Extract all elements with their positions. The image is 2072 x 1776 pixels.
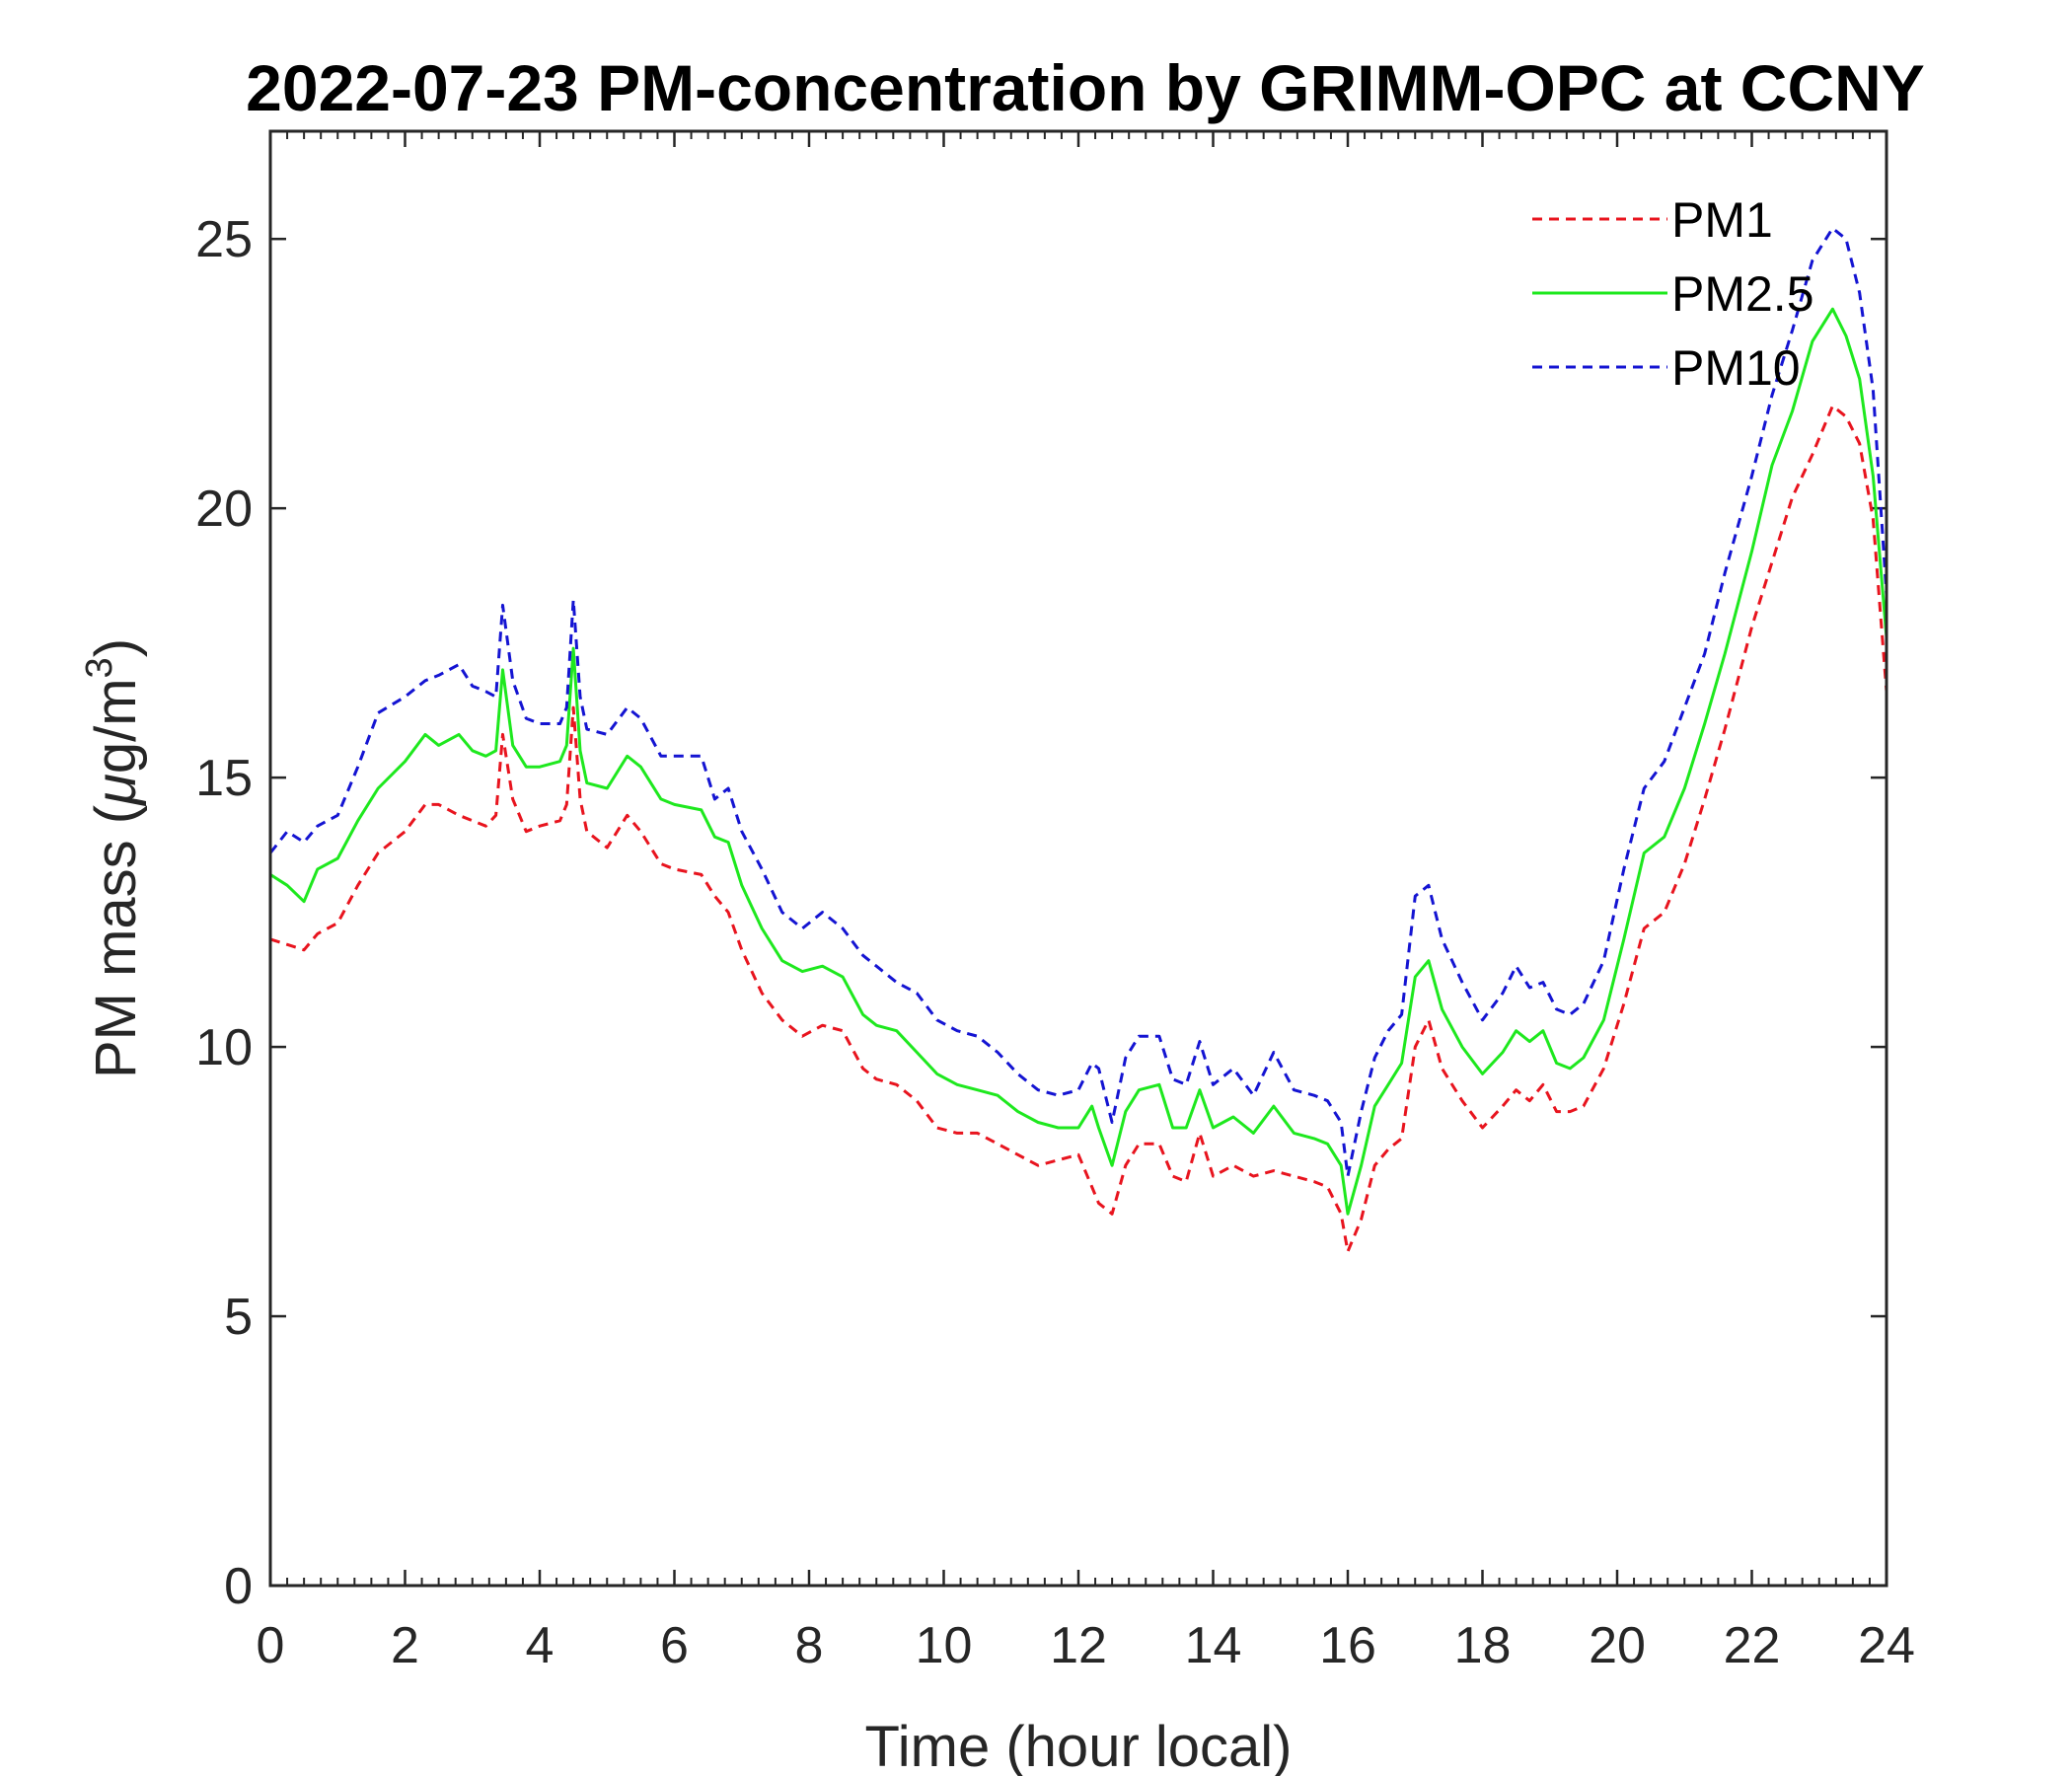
- x-tick-label: 24: [1858, 1617, 1915, 1674]
- plot-series: [268, 226, 1888, 1253]
- y-axis-label-prefix: PM mass (: [84, 805, 148, 1078]
- plot-box: [268, 129, 1888, 1588]
- y-tick-label: 5: [224, 1289, 253, 1346]
- chart-title: 2022-07-23 PM-concentration by GRIMM-OPC…: [246, 51, 1925, 124]
- x-tick-label: 4: [526, 1617, 555, 1674]
- x-tick-label: 22: [1724, 1617, 1781, 1674]
- y-tick-label: 20: [195, 481, 253, 538]
- x-axis-label: Time (hour local): [865, 1715, 1293, 1776]
- y-axis-label-suffix: ): [84, 638, 148, 657]
- x-tick-label: 8: [795, 1617, 824, 1674]
- legend-label-pm10: PM10: [1671, 340, 1801, 396]
- legend: PM1 PM2.5 PM10: [1532, 192, 1814, 396]
- y-axis-label-sup: 3: [79, 657, 120, 678]
- x-tick-label: 14: [1185, 1617, 1242, 1674]
- y-tick-label: 25: [195, 211, 253, 268]
- y-tick-label: 15: [195, 750, 253, 807]
- series-line-pm1: [269, 404, 1888, 1253]
- x-tick-label: 12: [1050, 1617, 1107, 1674]
- y-tick-label: 0: [224, 1558, 253, 1615]
- legend-label-pm1: PM1: [1671, 192, 1773, 248]
- x-tick-label: 20: [1589, 1617, 1646, 1674]
- y-axis-label-mu: μ: [84, 774, 148, 807]
- legend-label-pm2-5: PM2.5: [1671, 266, 1814, 322]
- x-tick-label: 0: [257, 1617, 285, 1674]
- series-line-pm10: [268, 226, 1888, 1178]
- x-tick-label: 2: [391, 1617, 419, 1674]
- series-line-pm2-5: [269, 307, 1888, 1216]
- x-tick-label: 6: [660, 1617, 689, 1674]
- x-tick-label: 10: [916, 1617, 973, 1674]
- y-axis-label: PM mass (μg/m3): [79, 638, 148, 1078]
- x-tick-label: 18: [1454, 1617, 1512, 1674]
- y-axis-label-unit: g/m: [84, 678, 148, 774]
- x-tick-label: 16: [1319, 1617, 1376, 1674]
- y-tick-label: 10: [195, 1019, 253, 1076]
